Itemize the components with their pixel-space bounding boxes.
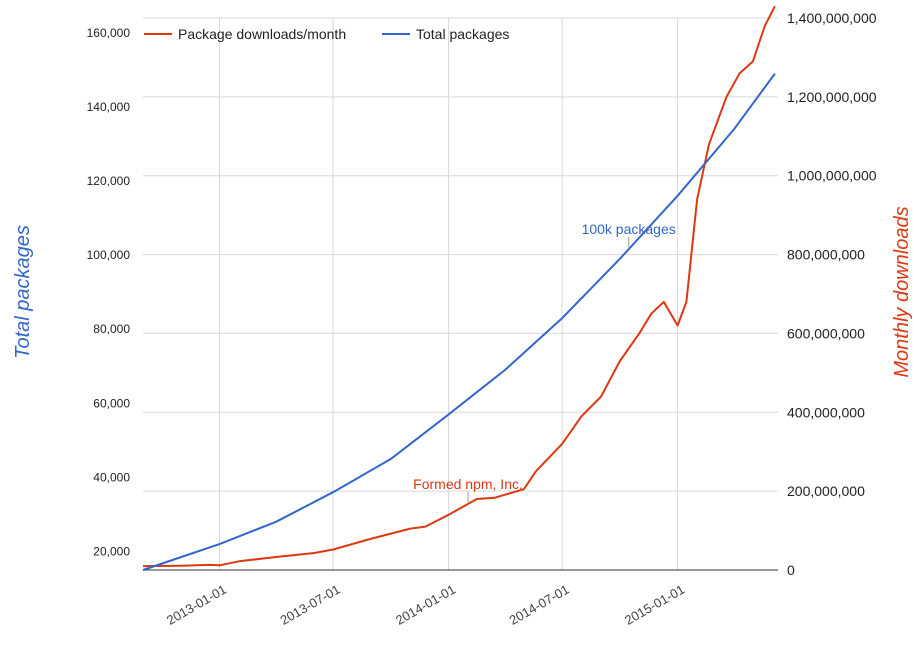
annotations: Formed npm, Inc. 100k packages (413, 221, 676, 502)
legend-item-total-packages: Total packages (382, 26, 509, 42)
left-tick-label: 100,000 (87, 248, 131, 262)
left-tick-label: 160,000 (87, 26, 131, 40)
x-tick-label: 2015-01-01 (622, 582, 687, 628)
annotation-label-1: 100k packages (582, 221, 676, 237)
left-tick-label: 40,000 (93, 470, 130, 484)
left-axis-title: Total packages (12, 225, 34, 359)
left-tick-label: 20,000 (93, 544, 130, 558)
right-tick-label: 1,400,000,000 (787, 10, 877, 26)
gridlines (143, 17, 778, 570)
left-tick-label: 80,000 (93, 322, 130, 336)
series-line-total-packages (142, 73, 776, 571)
right-axis-title: Monthly downloads (891, 206, 913, 377)
right-tick-label: 200,000,000 (787, 483, 865, 499)
right-tick-label: 1,000,000,000 (787, 168, 877, 184)
right-axis-ticks: 0 200,000,000 400,000,000 600,000,000 800,00… (787, 10, 877, 578)
x-axis-ticks: 2013-01-01 2013-07-01 2014-01-01 2014-07-01… (164, 582, 687, 628)
right-tick-label: 800,000,000 (787, 247, 865, 263)
left-tick-label: 60,000 (93, 396, 130, 410)
right-tick-label: 400,000,000 (787, 404, 865, 420)
left-tick-label: 140,000 (87, 100, 131, 114)
series-line-downloads (142, 5, 776, 568)
left-axis-ticks: 20,000 40,000 60,000 80,000 100,000 120,000 14… (87, 26, 131, 559)
x-tick-label: 2014-01-01 (393, 582, 458, 628)
legend-item-downloads: Package downloads/month (144, 26, 346, 42)
right-tick-label: 0 (787, 562, 795, 578)
left-tick-label: 120,000 (87, 174, 131, 188)
x-tick-label: 2014-07-01 (507, 582, 572, 628)
legend-label-total-packages: Total packages (416, 26, 509, 42)
x-tick-label: 2013-07-01 (278, 582, 343, 628)
right-tick-label: 600,000,000 (787, 325, 865, 341)
x-tick-label: 2013-01-01 (164, 582, 229, 628)
legend-label-downloads: Package downloads/month (178, 26, 346, 42)
legend: Package downloads/month Total packages (144, 26, 509, 42)
right-tick-label: 1,200,000,000 (787, 89, 877, 105)
annotation-label-0: Formed npm, Inc. (413, 476, 523, 492)
series-lines (142, 5, 776, 571)
